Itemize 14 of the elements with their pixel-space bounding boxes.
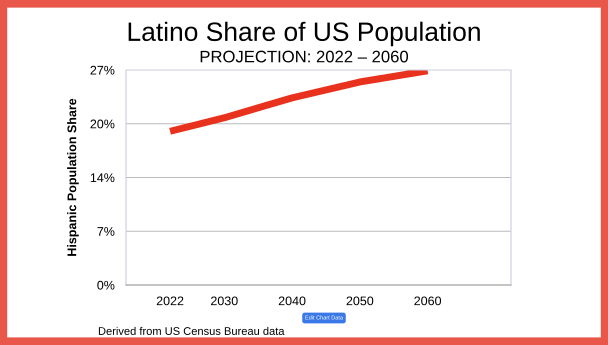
x-tick-label: 2060 [414,296,442,306]
chart-subtitle: PROJECTION: 2022 – 2060 [200,50,408,62]
y-tick-label: 14% [90,173,114,182]
x-tick-label: 2022 [156,296,184,306]
text: Derived from US Census Bureau data [98,326,285,335]
x-tick-label: 2050 [346,296,374,306]
y-tick-label: 20% [90,120,114,128]
y-tick-label: 27% [90,66,114,75]
y-tick-label: 7% [97,227,114,236]
chart-title: Latino Share of US Population [128,22,480,46]
y-axis-title: Hispanic Population Share [67,98,79,256]
x-tick-label: 2030 [211,296,238,306]
x-tick-label: 2040 [278,296,306,306]
y-tick-label: 0% [97,280,114,290]
